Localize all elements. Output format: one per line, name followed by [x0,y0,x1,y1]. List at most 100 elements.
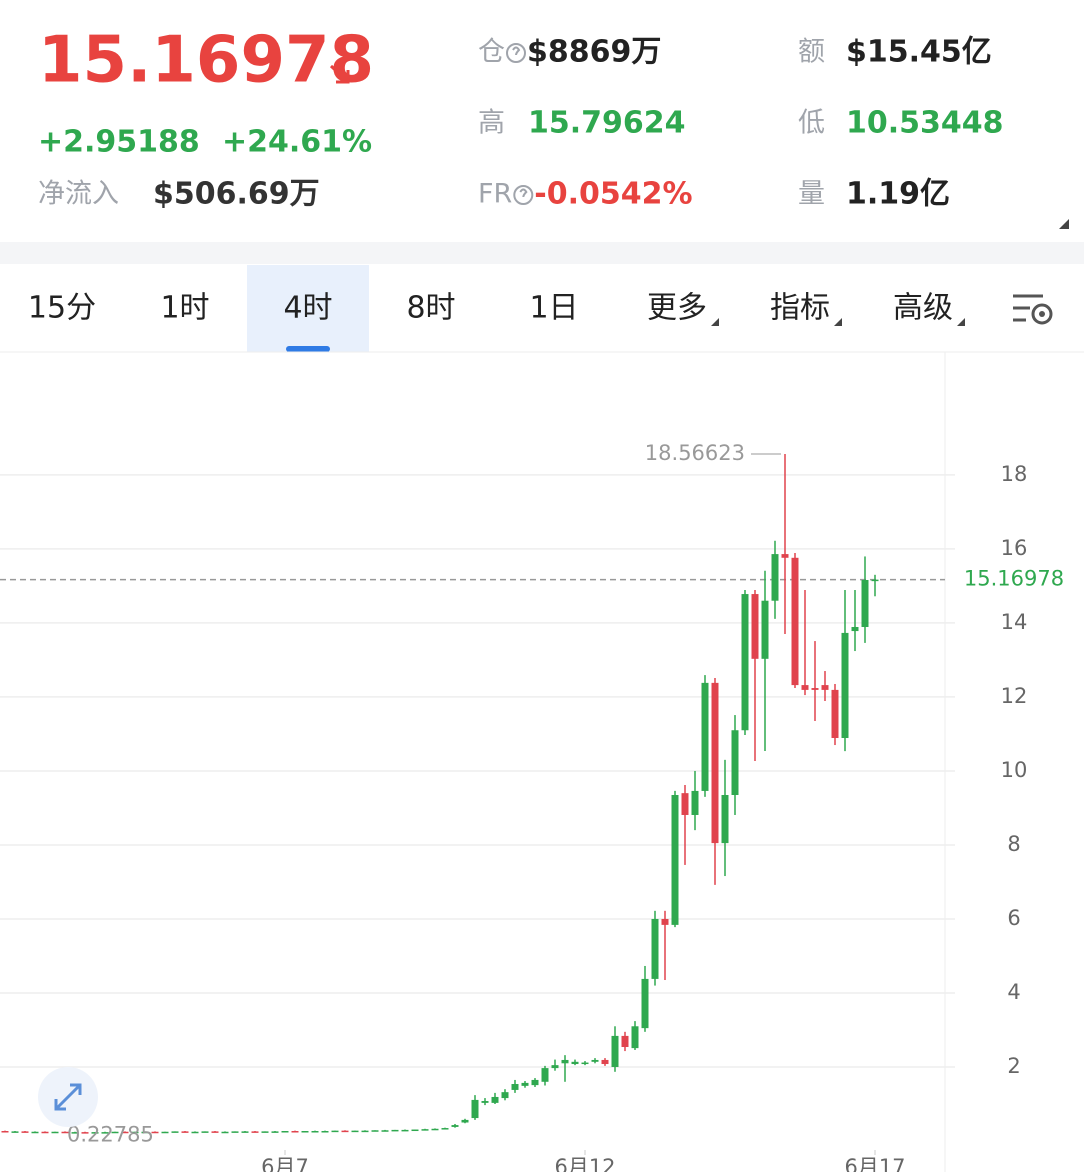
stat-value: $15.45亿 [846,35,992,70]
stat-value: -0.0542% [534,177,692,212]
candle-body [181,1131,189,1133]
candle-body [211,1131,219,1133]
net-inflow: $506.69万 [153,177,320,212]
candle-body [381,1130,389,1132]
candle-body [861,579,869,627]
candle-body [321,1131,329,1133]
stat-label: 低 [798,108,825,139]
candle-body [331,1130,339,1133]
candle-body [631,1026,639,1049]
info-icon-mark [512,46,521,56]
info-icon[interactable] [506,43,526,63]
tab-indicator [286,346,330,352]
tab[interactable]: 高级 [893,291,953,326]
x-tick-label: 6月17 [844,1155,905,1172]
candle-body [11,1131,19,1133]
dropdown-caret [711,318,719,326]
min-marker-label: 0.22785 [67,1123,154,1147]
expand-button[interactable] [38,1067,98,1127]
change: +2.95188 [38,125,200,160]
candle-body [71,1132,79,1134]
tab[interactable]: 8时 [406,291,455,326]
candle-body [21,1131,29,1133]
stat-label: 额 [798,37,825,68]
tab-bar: 15分 1时 4时 8时 1日 更多 指标 高级 [28,265,965,352]
x-tick-label: 6月7 [261,1155,309,1172]
candle-body [161,1131,169,1134]
stat-value: 1.19亿 [846,177,950,212]
change-pct: +24.61% [222,125,372,160]
candle-body [171,1131,179,1133]
candle-body [671,794,679,925]
candle-body [451,1125,459,1127]
candle-body [291,1131,299,1133]
candle-body [601,1059,609,1065]
tab[interactable]: 15分 [28,291,96,326]
tab[interactable]: 更多 [647,291,707,326]
candle-body [471,1099,479,1119]
candle-body [841,632,849,739]
candle-body [751,594,759,659]
candle-body [761,600,769,659]
candle-body [701,682,709,791]
price: 15.16978 [38,24,374,98]
dropdown-caret [957,318,965,326]
tab[interactable]: 1日 [529,291,578,326]
candle-body [821,685,829,690]
candle-body [461,1119,469,1123]
tab-active-bg [247,265,369,352]
candle-body [621,1035,629,1048]
last-price-label: 15.16978 [964,567,1064,591]
collapse-toggle[interactable] [1059,219,1069,229]
candle-body [341,1130,349,1133]
candle-body [241,1131,249,1133]
settings-icon[interactable] [1013,294,1053,325]
candle-body [141,1131,149,1134]
candle-body [441,1128,449,1130]
tab[interactable]: 指标 [770,291,830,326]
candle-body [111,1131,119,1134]
y-tick-label: 16 [1001,536,1028,560]
candle-body [261,1131,269,1133]
y-tick-label: 6 [1007,906,1020,930]
candle-body [561,1059,569,1064]
candle-body [411,1129,419,1132]
candle-body [201,1131,209,1133]
candle-body [121,1131,129,1134]
stat-value: 15.79624 [528,106,686,141]
stat-label: FR [478,179,512,210]
candle-body [131,1131,139,1134]
separator [0,242,1084,264]
candle-body [771,554,779,601]
candle-body [91,1132,99,1134]
candle-body [721,794,729,844]
candle-body [51,1131,59,1134]
candle-body [281,1131,289,1133]
candle-body [1,1131,9,1133]
candle-body [641,978,649,1029]
candle-body [31,1131,39,1134]
candle-body [421,1129,429,1131]
candle-body [151,1131,159,1134]
y-tick-label: 4 [1007,980,1020,1004]
tab[interactable]: 4时 [283,291,332,326]
y-tick-label: 18 [1001,462,1028,486]
max-marker-label: 18.56623 [645,441,745,465]
tab[interactable]: 1时 [160,291,209,326]
info-icon[interactable] [513,185,534,205]
candle-body [871,579,879,582]
candle-body [521,1082,529,1086]
stat-value: $8869万 [527,35,661,70]
candle-body [781,554,789,558]
candle-body [611,1035,619,1067]
candle-body [731,730,739,795]
candle-body [571,1061,579,1065]
candle-body [481,1101,489,1103]
candle-body [101,1132,109,1134]
candle-body [811,688,819,690]
candle-body [61,1131,69,1134]
header: 15.16978 +2.95188 +24.61% 净流入 $506.69万 仓… [38,24,1069,229]
x-tick-label: 6月12 [554,1155,615,1172]
